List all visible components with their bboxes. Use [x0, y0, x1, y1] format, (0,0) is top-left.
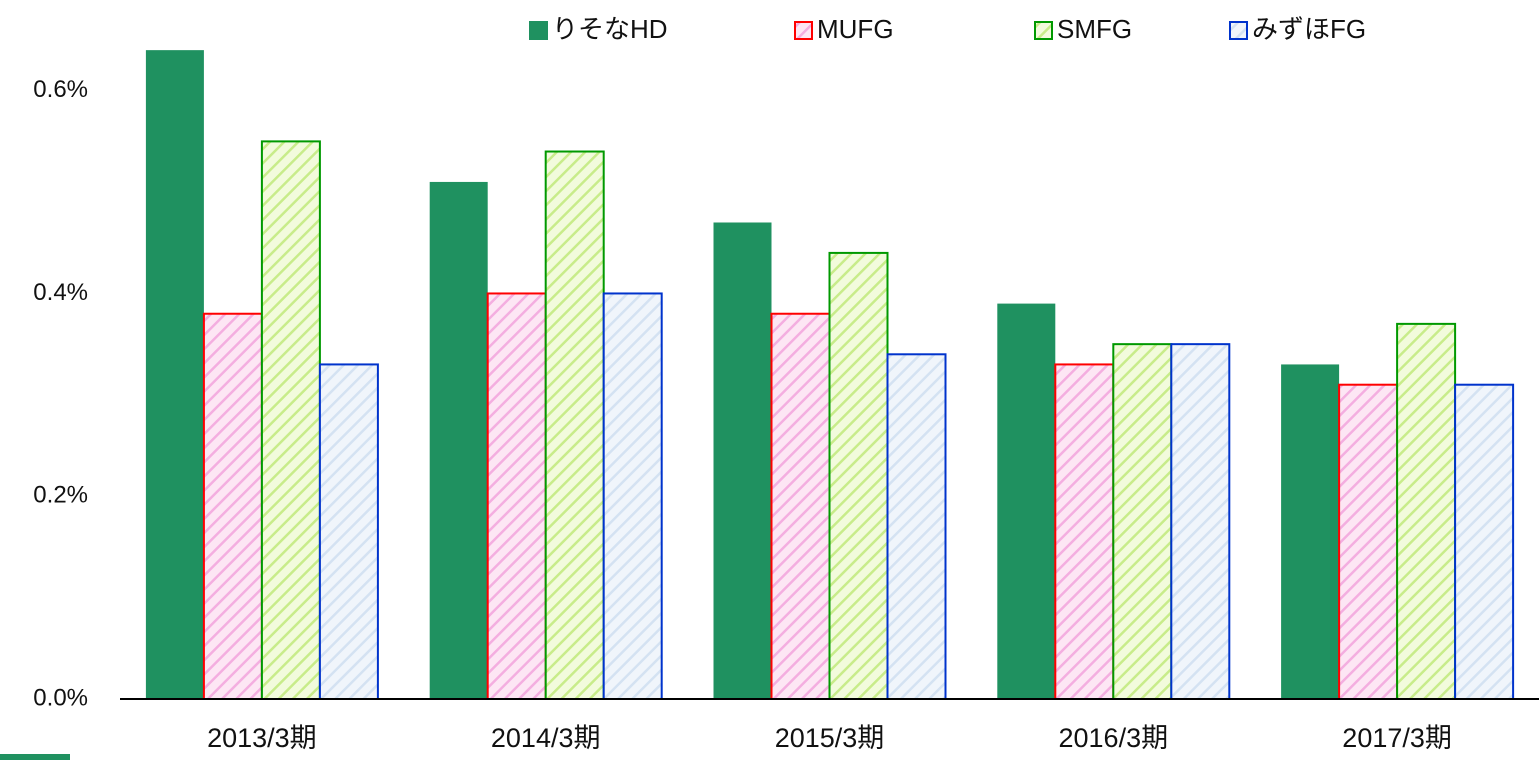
legend-swatch	[1229, 21, 1248, 40]
y-tick-label: 0.0%	[33, 684, 88, 711]
bar	[713, 222, 772, 699]
bar	[1454, 383, 1515, 700]
bar	[429, 181, 488, 699]
bar	[886, 353, 947, 700]
bar	[1170, 343, 1231, 700]
legend-label: みずほFG	[1252, 14, 1366, 44]
x-tick-label: 2014/3期	[491, 723, 601, 753]
bar	[145, 50, 204, 699]
legend-label: りそなHD	[552, 14, 668, 44]
legend-label: SMFG	[1057, 14, 1132, 44]
bar	[1054, 363, 1115, 700]
bar	[1112, 343, 1173, 700]
x-tick-label: 2015/3期	[775, 723, 885, 753]
bar	[318, 363, 379, 700]
legend-label: MUFG	[817, 14, 894, 44]
y-tick-label: 0.2%	[33, 482, 88, 509]
bar	[1396, 322, 1457, 700]
legend-swatch	[794, 21, 813, 40]
bar	[1281, 364, 1340, 699]
y-tick-label: 0.6%	[33, 76, 88, 103]
corner-decoration	[0, 754, 70, 760]
bar	[544, 150, 605, 700]
bar	[1338, 383, 1399, 700]
bar	[602, 292, 663, 700]
x-tick-label: 2013/3期	[207, 723, 317, 753]
bar	[202, 312, 263, 700]
x-tick-label: 2017/3期	[1342, 723, 1452, 753]
bar	[260, 140, 321, 700]
legend-swatch	[529, 21, 548, 40]
bar	[770, 312, 831, 700]
x-tick-label: 2016/3期	[1059, 723, 1169, 753]
bar	[828, 251, 889, 701]
bar	[997, 303, 1056, 699]
y-tick-label: 0.4%	[33, 279, 88, 306]
bar	[486, 292, 547, 700]
legend-swatch	[1034, 21, 1053, 40]
